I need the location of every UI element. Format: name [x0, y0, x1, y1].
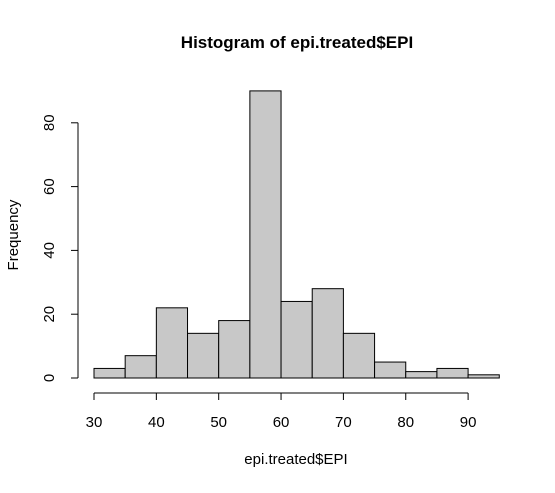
histogram-bar [187, 332, 220, 379]
x-tick-label: 40 [148, 414, 165, 431]
histogram-bar [155, 307, 189, 379]
chart-title: Histogram of epi.treated$EPI [181, 33, 413, 52]
x-tick-label: 50 [210, 414, 227, 431]
histogram-bar [436, 367, 469, 379]
histogram-bar [311, 288, 344, 379]
x-tick-label: 80 [397, 414, 414, 431]
bars-group [93, 90, 500, 379]
y-tick-label: 80 [41, 114, 58, 131]
x-axis-title: epi.treated$EPI [244, 451, 347, 468]
y-tick-label: 0 [41, 374, 58, 382]
x-tick-label: 90 [460, 414, 477, 431]
histogram-bar [280, 300, 313, 379]
x-tick-label: 30 [86, 414, 103, 431]
y-axis: 0 20 40 60 80 [41, 114, 79, 382]
x-tick-label: 70 [335, 414, 352, 431]
histogram-bar [93, 367, 126, 379]
histogram-bar [467, 374, 500, 379]
y-axis-title: Frequency [5, 199, 22, 270]
x-axis: 30 40 50 60 70 80 90 [86, 392, 477, 431]
x-tick-label: 60 [273, 414, 290, 431]
histogram-bar [405, 371, 438, 379]
histogram-bar [218, 320, 251, 379]
histogram-bar [249, 90, 282, 379]
histogram-bar [124, 355, 157, 379]
y-tick-label: 20 [41, 306, 58, 323]
histogram-bar [374, 361, 407, 379]
y-tick-label: 60 [41, 178, 58, 195]
histogram-bar [342, 332, 376, 379]
y-tick-label: 40 [41, 242, 58, 259]
